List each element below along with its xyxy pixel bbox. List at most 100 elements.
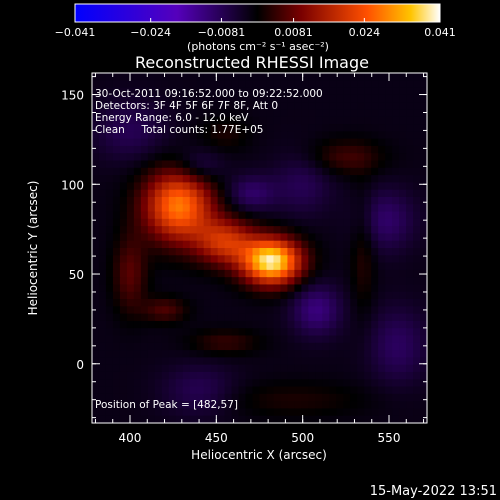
heatmap-cell xyxy=(210,313,219,322)
heatmap-cell xyxy=(273,371,282,380)
heatmap-cell xyxy=(238,291,247,300)
heatmap-cell xyxy=(399,357,407,366)
heatmap-cell xyxy=(350,320,358,329)
heatmap-cell xyxy=(392,233,400,242)
heatmap-cell xyxy=(364,196,372,205)
heatmap-cell xyxy=(112,350,121,358)
heatmap-cell xyxy=(350,138,358,147)
heatmap-cell xyxy=(238,320,247,329)
heatmap-cell xyxy=(273,306,282,315)
heatmap-cell xyxy=(238,306,247,315)
heatmap-cell xyxy=(287,109,295,118)
heatmap-cell xyxy=(420,277,428,286)
colorbar-tick-label: −0.024 xyxy=(130,26,171,39)
heatmap-cell xyxy=(133,153,142,162)
heatmap-cell xyxy=(182,328,191,337)
heatmap-cell xyxy=(406,189,414,198)
heatmap-cell xyxy=(203,408,212,417)
heatmap-cell xyxy=(224,218,233,227)
heatmap-cell xyxy=(203,379,212,388)
heatmap-cell xyxy=(140,196,149,205)
heatmap-cell xyxy=(161,160,170,169)
heatmap-cell xyxy=(105,335,114,344)
heatmap-cell xyxy=(189,226,198,235)
heatmap-cell xyxy=(175,393,184,402)
heatmap-cell xyxy=(154,189,163,198)
heatmap-cell xyxy=(168,379,177,388)
heatmap-cell xyxy=(266,131,275,140)
heatmap-cell xyxy=(420,145,428,154)
heatmap-cell xyxy=(413,277,421,286)
heatmap-cell xyxy=(126,218,135,227)
heatmap-cell xyxy=(203,386,212,395)
heatmap-cell xyxy=(329,87,337,96)
heatmap-cell xyxy=(294,218,302,227)
heatmap-cell xyxy=(336,313,344,322)
heatmap-cell xyxy=(252,269,261,278)
heatmap-cell xyxy=(259,350,268,358)
heatmap-cell xyxy=(161,204,170,213)
heatmap-cell xyxy=(413,218,421,227)
heatmap-cell xyxy=(315,284,323,293)
heatmap-cell xyxy=(189,350,198,358)
heatmap-cell xyxy=(336,73,344,81)
heatmap-cell xyxy=(280,87,289,96)
x-tick-label: 400 xyxy=(119,431,142,445)
heatmap-cell xyxy=(238,277,247,286)
heatmap-cell xyxy=(147,80,156,89)
heatmap-cell xyxy=(105,124,114,132)
heatmap-cell xyxy=(238,131,247,140)
heatmap-cell xyxy=(140,350,149,358)
heatmap-cell xyxy=(301,262,309,271)
heatmap-cell xyxy=(385,357,393,366)
heatmap-cell xyxy=(357,80,365,89)
heatmap-cell xyxy=(196,87,205,96)
heatmap-cell xyxy=(154,379,163,388)
heatmap-cell xyxy=(182,211,191,220)
heatmap-cell xyxy=(364,94,372,103)
heatmap-cell xyxy=(175,218,184,227)
heatmap-cell xyxy=(203,255,212,264)
heatmap-cell xyxy=(392,189,400,198)
heatmap-cell xyxy=(231,255,240,264)
heatmap-cell xyxy=(371,262,379,271)
heatmap-cell xyxy=(224,116,233,125)
heatmap-cell xyxy=(308,175,316,183)
heatmap-cell xyxy=(392,408,400,417)
heatmap-cell xyxy=(140,386,149,395)
heatmap-cell xyxy=(133,226,142,235)
heatmap-cell xyxy=(182,131,191,140)
heatmap-cell xyxy=(399,240,407,249)
heatmap-cell xyxy=(231,350,240,358)
heatmap-cell xyxy=(147,73,156,81)
heatmap-cell xyxy=(245,350,254,358)
heatmap-cell xyxy=(273,73,282,81)
heatmap-cell xyxy=(224,233,233,242)
heatmap-cell xyxy=(371,415,379,424)
heatmap-cell xyxy=(154,116,163,125)
heatmap-cell xyxy=(336,145,344,154)
heatmap-cell xyxy=(413,408,421,417)
heatmap-cell xyxy=(168,226,177,235)
heatmap-cell xyxy=(301,248,309,256)
heatmap-cell xyxy=(231,211,240,220)
heatmap-cell xyxy=(364,153,372,162)
heatmap-cell xyxy=(294,386,302,395)
heatmap-cell xyxy=(301,328,309,337)
heatmap-cell xyxy=(98,211,107,220)
heatmap-cell xyxy=(301,211,309,220)
heatmap-cell xyxy=(175,277,184,286)
heatmap-cell xyxy=(112,175,121,183)
heatmap-cell xyxy=(168,73,177,81)
heatmap-cell xyxy=(413,153,421,162)
heatmap-cell xyxy=(217,240,226,249)
heatmap-cell xyxy=(168,299,177,307)
heatmap-cell xyxy=(175,255,184,264)
heatmap-cell xyxy=(413,371,421,380)
heatmap-cell xyxy=(238,335,247,344)
heatmap-cell xyxy=(133,80,142,89)
heatmap-cell xyxy=(364,218,372,227)
heatmap-cell xyxy=(92,153,100,162)
heatmap-cell xyxy=(259,415,268,424)
heatmap-cell xyxy=(266,80,275,89)
